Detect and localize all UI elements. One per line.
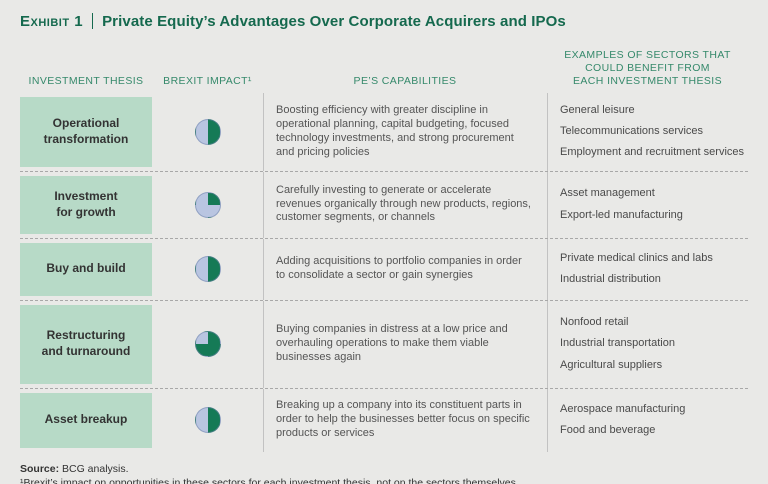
exhibit-label: Exhibit 1 <box>20 12 84 30</box>
investment-thesis-label: Investment for growth <box>20 175 152 234</box>
column-header-pe-capabilities: PE’S CAPABILITIES <box>353 74 457 87</box>
table-row: Buy and build Adding acquisitions to por… <box>20 238 748 301</box>
brexit-impact-pie-chart <box>194 331 221 358</box>
column-header-example-sectors: EXAMPLES OF SECTORS THAT COULD BENEFIT F… <box>564 48 731 87</box>
table-row: Restructuring and turnaround Buying comp… <box>20 300 748 389</box>
source-text: BCG analysis. <box>62 462 129 475</box>
source-line: Source: BCG analysis. <box>20 462 748 477</box>
page-title: Private Equity’s Advantages Over Corpora… <box>102 12 566 30</box>
title-separator <box>92 13 94 29</box>
sector-list: Private medical clinics and labs Industri… <box>547 238 748 300</box>
exhibit-footer: Source: BCG analysis. ¹Brexit’s impact o… <box>20 462 748 484</box>
exhibit-table: Operational transformation Boosting effi… <box>20 93 748 452</box>
exhibit-title-row: Exhibit 1 Private Equity’s Advantages Ov… <box>20 10 748 32</box>
sector-list: General leisure Telecommunications servic… <box>547 93 748 171</box>
pe-capabilities-text: Buying companies in distress at a low pr… <box>263 300 547 388</box>
brexit-impact-cell <box>152 389 263 452</box>
pe-capabilities-text: Boosting efficiency with greater discipl… <box>263 93 547 171</box>
sector-item: Private medical clinics and labs <box>560 251 713 264</box>
brexit-impact-pie-chart <box>194 191 221 218</box>
brexit-impact-pie-chart <box>194 118 221 145</box>
investment-thesis-label: Asset breakup <box>20 392 152 448</box>
sector-item: Agricultural suppliers <box>560 358 663 371</box>
pe-capabilities-value: Carefully investing to generate or accel… <box>276 183 531 224</box>
table-row: Operational transformation Boosting effi… <box>20 93 748 172</box>
brexit-impact-cell <box>152 301 263 388</box>
sector-item: General leisure <box>560 104 635 116</box>
pe-capabilities-value: Adding acquisitions to portfolio compani… <box>276 255 522 282</box>
investment-thesis-cell: Buy and build <box>20 239 152 300</box>
source-label: Source: <box>20 462 60 475</box>
sector-item: Industrial distribution <box>560 273 661 286</box>
sector-item: Nonfood retail <box>560 316 629 329</box>
sector-item: Telecommunications services <box>560 125 704 138</box>
sector-list: Nonfood retail Industrial transportation A… <box>547 300 748 388</box>
column-header-investment-thesis: INVESTMENT THESIS <box>28 74 144 87</box>
sector-item: Aerospace manufacturing <box>560 402 686 415</box>
sector-item: Industrial transportation <box>560 337 675 350</box>
pe-capabilities-value: Buying companies in distress at a low pr… <box>276 323 508 363</box>
investment-thesis-label: Buy and build <box>20 242 152 296</box>
investment-thesis-label: Operational transformation <box>20 97 152 167</box>
sector-item: Employment and recruitment services <box>560 146 745 159</box>
sector-list: Asset management Export-led manufacturing <box>547 171 748 238</box>
pe-capabilities-text: Adding acquisitions to portfolio compani… <box>263 238 547 300</box>
table-row: Asset breakup Breaking up a company into… <box>20 388 748 452</box>
brexit-impact-pie-chart <box>194 256 221 283</box>
column-header-row: INVESTMENT THESIS BREXIT IMPACT¹ PE’S CA… <box>20 36 748 93</box>
pe-capabilities-value: Boosting efficiency with greater discipl… <box>276 104 514 158</box>
pe-capabilities-text: Breaking up a company into its constitue… <box>263 388 547 452</box>
sector-item: Asset management <box>560 187 655 200</box>
pe-capabilities-value: Breaking up a company into its constitue… <box>276 399 530 439</box>
brexit-impact-pie-chart <box>194 407 221 434</box>
investment-thesis-cell: Restructuring and turnaround <box>20 301 152 388</box>
column-header-brexit-impact: BREXIT IMPACT¹ <box>163 74 252 87</box>
investment-thesis-cell: Operational transformation <box>20 93 152 171</box>
brexit-impact-cell <box>152 239 263 300</box>
brexit-impact-cell <box>152 172 263 238</box>
brexit-impact-cell <box>152 93 263 171</box>
sector-item: Food and beverage <box>560 424 656 437</box>
pe-capabilities-text: Carefully investing to generate or accel… <box>263 171 547 238</box>
sector-item: Export-led manufacturing <box>560 208 683 221</box>
investment-thesis-cell: Asset breakup <box>20 389 152 452</box>
investment-thesis-cell: Investment for growth <box>20 172 152 238</box>
table-row: Investment for growth Carefully investin… <box>20 171 748 239</box>
investment-thesis-label: Restructuring and turnaround <box>20 304 152 384</box>
footnote: ¹Brexit’s impact on opportunities in the… <box>20 477 519 484</box>
sector-list: Aerospace manufacturing Food and beverage <box>547 388 748 452</box>
